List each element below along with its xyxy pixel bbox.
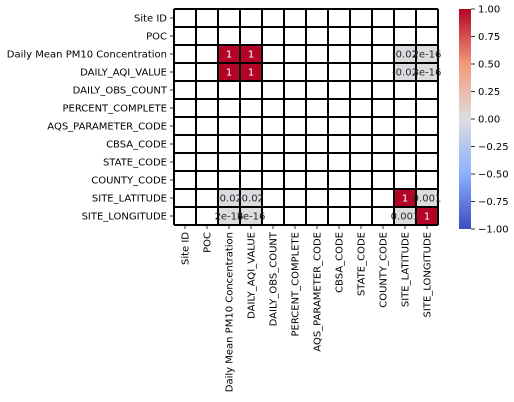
colorbar-tick-label: −0.75 — [478, 197, 509, 208]
x-tick-label: SITE_LATITUDE — [401, 232, 412, 307]
heatmap-cell — [394, 45, 416, 63]
heatmap-cell — [218, 207, 240, 225]
colorbar-tick-label: 0.75 — [478, 32, 500, 43]
colorbar-tick-label: 1.00 — [478, 5, 500, 16]
heatmap-cell — [394, 207, 416, 225]
colorbar-tick-label: −1.00 — [478, 225, 509, 236]
y-tick-label: PERCENT_COMPLETE — [62, 104, 167, 115]
colorbar — [459, 9, 471, 229]
cell-annotation: 0.001 — [413, 194, 442, 205]
heatmap-cell — [394, 63, 416, 81]
y-tick-label: DAILY_AQI_VALUE — [80, 68, 167, 79]
y-tick-label: SITE_LATITUDE — [92, 194, 167, 205]
heatmap-cell — [218, 189, 240, 207]
cell-annotation: 3e-16 — [237, 212, 266, 223]
cell-annotation: 1 — [424, 212, 430, 223]
x-tick-label: DAILY_OBS_COUNT — [269, 231, 280, 326]
heatmap-cell — [218, 45, 240, 63]
y-tick-label: SITE_LONGITUDE — [82, 212, 167, 223]
x-tick-label: POC — [203, 232, 214, 253]
heatmap-cell — [416, 189, 438, 207]
cell-annotation: -0.02 — [392, 68, 418, 79]
heatmap-cell — [394, 189, 416, 207]
y-tick-label: POC — [146, 32, 167, 43]
cell-annotation: -0.02 — [216, 194, 242, 205]
y-tick-label: Site ID — [134, 14, 167, 25]
heatmap-cell — [240, 45, 262, 63]
x-tick-label: STATE_CODE — [357, 232, 368, 296]
heatmap-cell — [416, 63, 438, 81]
x-tick-label: CBSA_CODE — [335, 232, 346, 293]
heatmap-cell — [240, 189, 262, 207]
y-tick-label: AQS_PARAMETER_CODE — [47, 122, 167, 133]
y-tick-label: COUNTY_CODE — [91, 176, 167, 187]
x-tick-label: DAILY_AQI_VALUE — [247, 232, 258, 319]
x-tick-label: PERCENT_COMPLETE — [291, 232, 302, 337]
colorbar-tick-label: 0.25 — [478, 87, 500, 98]
cell-annotation: 1 — [226, 50, 232, 61]
cell-annotation: 2e-16 — [413, 50, 442, 61]
heatmap-cell — [416, 45, 438, 63]
y-tick-label: STATE_CODE — [103, 158, 167, 169]
colorbar-tick-label: −0.50 — [478, 170, 509, 181]
cell-annotation: 2e-16 — [215, 212, 244, 223]
cell-annotation: 1 — [402, 194, 408, 205]
cell-annotation: 1 — [248, 68, 254, 79]
x-tick-label: SITE_LONGITUDE — [423, 232, 434, 317]
cell-annotation: -0.02 — [392, 50, 418, 61]
y-tick-label: DAILY_OBS_COUNT — [73, 86, 168, 97]
x-tick-label: Site ID — [181, 232, 192, 265]
x-tick-label: Daily Mean PM10 Concentration — [225, 232, 236, 392]
cell-annotation: 0.001 — [391, 212, 420, 223]
heatmap-cell — [240, 207, 262, 225]
x-tick-label: AQS_PARAMETER_CODE — [313, 232, 324, 352]
y-tick-label: CBSA_CODE — [106, 140, 167, 151]
cell-annotation: 1 — [248, 50, 254, 61]
heatmap-cell — [240, 63, 262, 81]
cell-annotation: 3e-16 — [413, 68, 442, 79]
y-tick-label: Daily Mean PM10 Concentration — [7, 50, 167, 61]
cell-annotation: 1 — [226, 68, 232, 79]
colorbar-tick-label: 0.00 — [478, 115, 500, 126]
heatmap-cell — [416, 207, 438, 225]
colorbar-tick-label: 0.50 — [478, 60, 500, 71]
x-tick-label: COUNTY_CODE — [379, 232, 390, 308]
cell-annotation: -0.02 — [238, 194, 264, 205]
colorbar-tick-label: −0.25 — [478, 142, 509, 153]
heatmap-cell — [218, 63, 240, 81]
